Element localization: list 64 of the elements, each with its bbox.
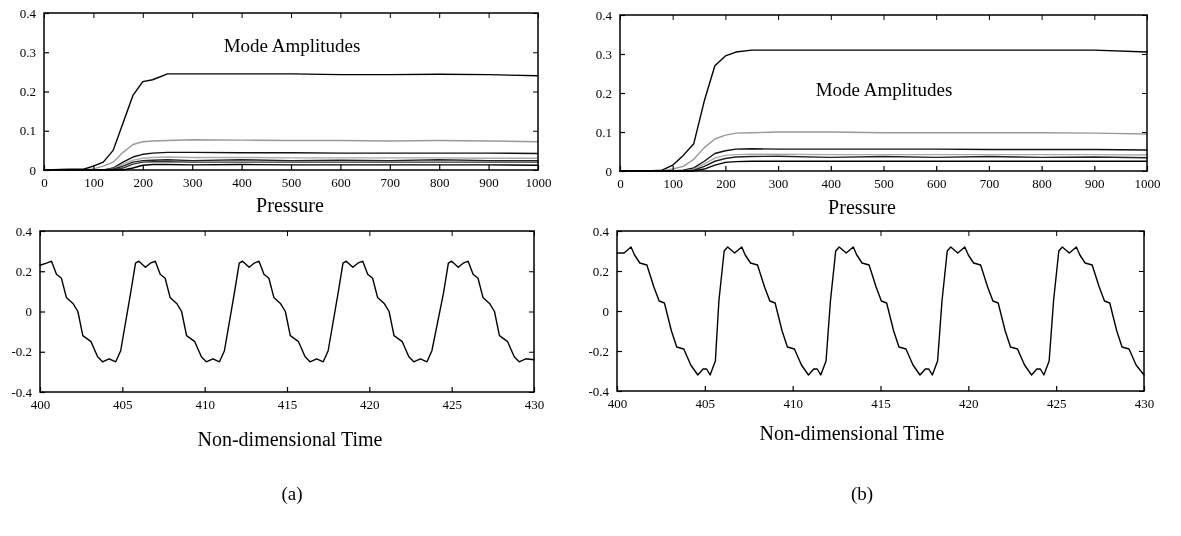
x-tick-label: 400 (607, 396, 628, 412)
y-tick-label: 0.4 (19, 5, 37, 21)
x-tick-label: 415 (277, 397, 298, 413)
y-tick-label: 0 (29, 162, 36, 178)
x-tick-label: 0 (617, 176, 624, 192)
x-tick-label: 1000 (525, 175, 552, 191)
y-tick-label: 0.4 (15, 223, 33, 239)
x-tick-label: 0 (41, 175, 48, 191)
y-tick-label: 0.2 (19, 84, 36, 100)
y-tick-label: 0.2 (15, 263, 32, 279)
annotation: Mode Amplitudes (223, 35, 361, 56)
x-tick-label: 200 (133, 175, 154, 191)
x-axis-title: Non-dimensional Time (759, 422, 945, 444)
x-tick-label: 900 (1085, 176, 1105, 192)
x-tick-label: 200 (716, 176, 736, 192)
x-tick-label: 800 (1032, 176, 1052, 192)
x-tick-label: 430 (1134, 396, 1155, 412)
x-tick-label: 405 (695, 396, 716, 412)
x-tick-label: 900 (479, 175, 499, 191)
x-tick-label: 420 (360, 397, 380, 413)
x-tick-label: 410 (783, 396, 803, 412)
y-tick-label: -0.4 (11, 384, 33, 400)
x-tick-label: 300 (182, 175, 203, 191)
text: (b) (850, 483, 874, 505)
y-tick-label: 0 (605, 163, 612, 179)
y-tick-label: -0.4 (588, 383, 610, 399)
text: (a) (281, 483, 303, 505)
y-tick-label: 0.2 (592, 263, 609, 279)
x-tick-label: 430 (524, 397, 545, 413)
x-tick-label: 410 (195, 397, 215, 413)
x-tick-label: 425 (442, 397, 462, 413)
y-tick-label: 0 (602, 303, 609, 319)
x-tick-label: 600 (331, 175, 351, 191)
x-tick-label: 700 (380, 175, 401, 191)
x-tick-label: 500 (874, 176, 894, 192)
x-axis-title: Pressure (828, 196, 896, 218)
y-tick-label: -0.2 (11, 344, 32, 360)
y-tick-label: 0.1 (595, 124, 612, 140)
y-tick-label: 0.3 (19, 44, 36, 60)
y-tick-label: -0.2 (588, 343, 609, 359)
x-axis-title: Non-dimensional Time (197, 428, 383, 450)
x-tick-label: 700 (979, 176, 1000, 192)
x-tick-label: 600 (926, 176, 947, 192)
x-tick-label: 425 (1046, 396, 1067, 412)
x-tick-label: 100 (663, 176, 683, 192)
x-tick-label: 415 (871, 396, 891, 412)
x-tick-label: 405 (113, 397, 133, 413)
y-tick-label: 0.4 (592, 223, 610, 239)
x-tick-label: 400 (30, 397, 51, 413)
x-tick-label: 400 (821, 176, 842, 192)
x-tick-label: 420 (959, 396, 979, 412)
y-tick-label: 0 (25, 304, 32, 320)
x-tick-label: 400 (232, 175, 252, 191)
y-tick-label: 0.1 (19, 123, 36, 139)
x-tick-label: 300 (768, 176, 789, 192)
x-tick-label: 1000 (1134, 176, 1161, 192)
y-tick-label: 0.2 (595, 85, 612, 101)
y-tick-label: 0.3 (595, 46, 612, 62)
x-tick-label: 800 (429, 175, 450, 191)
x-tick-label: 100 (84, 175, 104, 191)
x-axis-title: Pressure (256, 194, 324, 216)
x-tick-label: 500 (281, 175, 302, 191)
annotation: Mode Amplitudes (815, 79, 953, 100)
y-tick-label: 0.4 (595, 7, 613, 23)
